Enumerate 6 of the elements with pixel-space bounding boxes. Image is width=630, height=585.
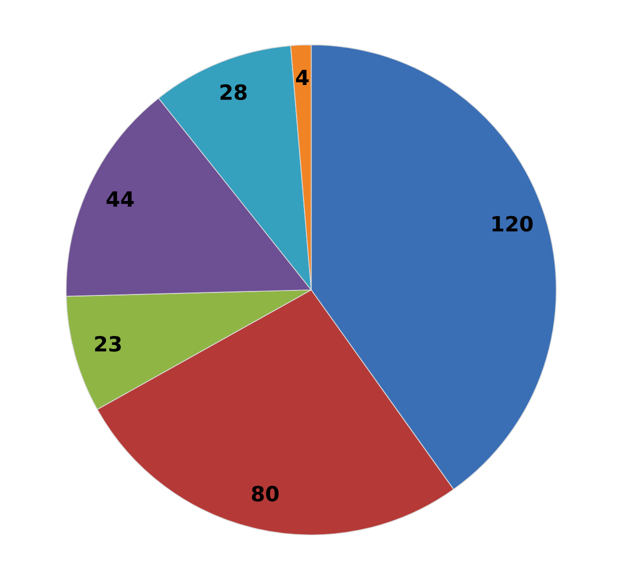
data-label: 120 — [492, 216, 533, 232]
data-label: 28 — [220, 84, 247, 100]
data-label: 80 — [252, 486, 279, 502]
data-label: 4 — [296, 70, 309, 86]
data-label: 44 — [106, 191, 134, 207]
data-label: 23 — [95, 336, 121, 352]
